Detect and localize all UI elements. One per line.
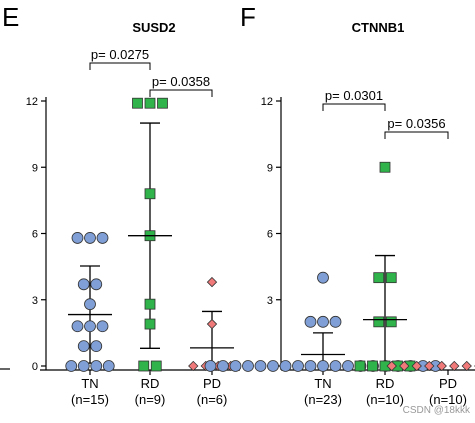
significance-bracket xyxy=(384,131,449,139)
data-point-RD xyxy=(367,360,378,372)
data-point-PD xyxy=(188,360,199,372)
data-point-RD xyxy=(132,97,143,109)
data-point-RD xyxy=(144,97,156,109)
y-tick-label: 3 xyxy=(267,295,273,307)
chart-title-f: CTNNB1 xyxy=(352,20,405,35)
data-point-TN xyxy=(90,360,103,372)
data-point-TN xyxy=(84,232,96,244)
data-point-RD xyxy=(150,360,162,372)
data-point-PD xyxy=(206,276,218,288)
data-point-PD xyxy=(411,360,422,372)
data-point-TN xyxy=(204,360,217,372)
data-point-PD xyxy=(461,360,472,372)
y-tick-label: 3 xyxy=(32,295,38,307)
panel-letter-f: F xyxy=(240,2,256,32)
x-sample-size-label: (n=10) xyxy=(429,392,467,407)
data-point-TN xyxy=(71,320,84,333)
data-point-RD xyxy=(385,272,397,284)
data-point-TN xyxy=(242,360,254,372)
significance-bracket xyxy=(89,62,151,70)
p-value-label: p= 0.0275 xyxy=(91,47,149,62)
data-point-TN xyxy=(84,298,96,311)
x-category-label: TN xyxy=(314,376,331,391)
data-point-TN xyxy=(90,340,103,353)
data-point-TN xyxy=(90,278,103,291)
watermark: CSDN @18kkk xyxy=(403,405,471,416)
x-sample-size-label: (n=15) xyxy=(71,392,109,407)
data-point-TN xyxy=(304,360,317,372)
significance-bracket xyxy=(322,103,386,111)
data-point-TN xyxy=(71,232,84,244)
data-point-RD xyxy=(144,188,156,200)
data-point-TN xyxy=(254,360,267,372)
data-point-PD xyxy=(436,360,447,372)
data-point-PD xyxy=(449,360,460,372)
x-category-label: RD xyxy=(376,376,395,391)
data-point-RD xyxy=(144,298,156,310)
data-point-PD xyxy=(424,360,435,372)
p-value-label: p= 0.0358 xyxy=(152,74,210,89)
data-point-TN xyxy=(317,360,329,372)
data-point-TN xyxy=(77,340,90,353)
data-point-TN xyxy=(329,360,342,372)
data-point-TN xyxy=(96,232,109,244)
data-point-PD xyxy=(206,318,218,330)
y-tick-label: 12 xyxy=(261,96,273,108)
data-point-RD xyxy=(138,360,150,372)
data-point-RD xyxy=(373,272,385,284)
data-point-RD xyxy=(385,316,397,328)
x-category-label: RD xyxy=(141,376,160,391)
p-value-label: p= 0.0301 xyxy=(325,88,383,103)
y-tick-label: 9 xyxy=(32,162,38,174)
y-tick-label: 6 xyxy=(267,229,273,241)
plot-area-e: 0 3 6 9 12 TN(n=15) RD(n=9) PD(n=6) p= 0.0275p= … xyxy=(26,47,240,407)
data-point-TN xyxy=(317,315,329,328)
x-category-label: TN xyxy=(81,376,98,391)
data-point-TN xyxy=(217,360,229,372)
data-point-TN xyxy=(267,360,279,372)
data-point-TN xyxy=(342,360,354,372)
panel-letter-e: E xyxy=(2,2,19,32)
x-category-label: PD xyxy=(203,376,221,391)
panel-e: E SUSD2 0 3 6 9 12 TN(n=15) RD(n=9) PD(n=6) p= 0… xyxy=(2,2,240,407)
data-point-TN xyxy=(304,315,317,328)
data-point-TN xyxy=(102,360,115,372)
significance-bracket xyxy=(149,89,213,97)
data-point-TN xyxy=(279,360,292,372)
y-tick-label: 0 xyxy=(32,361,38,373)
data-point-RD xyxy=(157,97,168,109)
y-tick-label: 12 xyxy=(26,96,38,108)
x-category-label: PD xyxy=(439,376,457,391)
data-point-RD xyxy=(354,360,366,372)
data-point-TN xyxy=(77,360,90,372)
y-tick-label: 9 xyxy=(267,162,273,174)
y-tick-label: 6 xyxy=(32,229,38,241)
data-point-TN xyxy=(292,360,304,372)
data-point-RD xyxy=(144,318,156,330)
data-point-PD xyxy=(386,360,397,372)
data-point-TN xyxy=(65,360,78,372)
p-value-label: p= 0.0356 xyxy=(387,116,445,131)
data-point-TN xyxy=(96,320,109,333)
x-sample-size-label: (n=10) xyxy=(366,392,404,407)
chart-title-e: SUSD2 xyxy=(132,20,175,35)
data-point-RD xyxy=(379,161,391,173)
data-point-TN xyxy=(229,360,242,372)
x-sample-size-label: (n=6) xyxy=(197,392,228,407)
data-point-PD xyxy=(399,360,410,372)
data-point-TN xyxy=(329,315,342,328)
data-point-RD xyxy=(373,316,385,328)
panel-f: F CTNNB1 036912TN(n=23)RD(n=10)PD(n=10)p… xyxy=(204,2,475,407)
data-point-TN xyxy=(77,278,90,291)
x-sample-size-label: (n=9) xyxy=(135,392,166,407)
data-point-TN xyxy=(317,271,329,284)
data-point-TN xyxy=(84,320,96,333)
x-sample-size-label: (n=23) xyxy=(304,392,342,407)
